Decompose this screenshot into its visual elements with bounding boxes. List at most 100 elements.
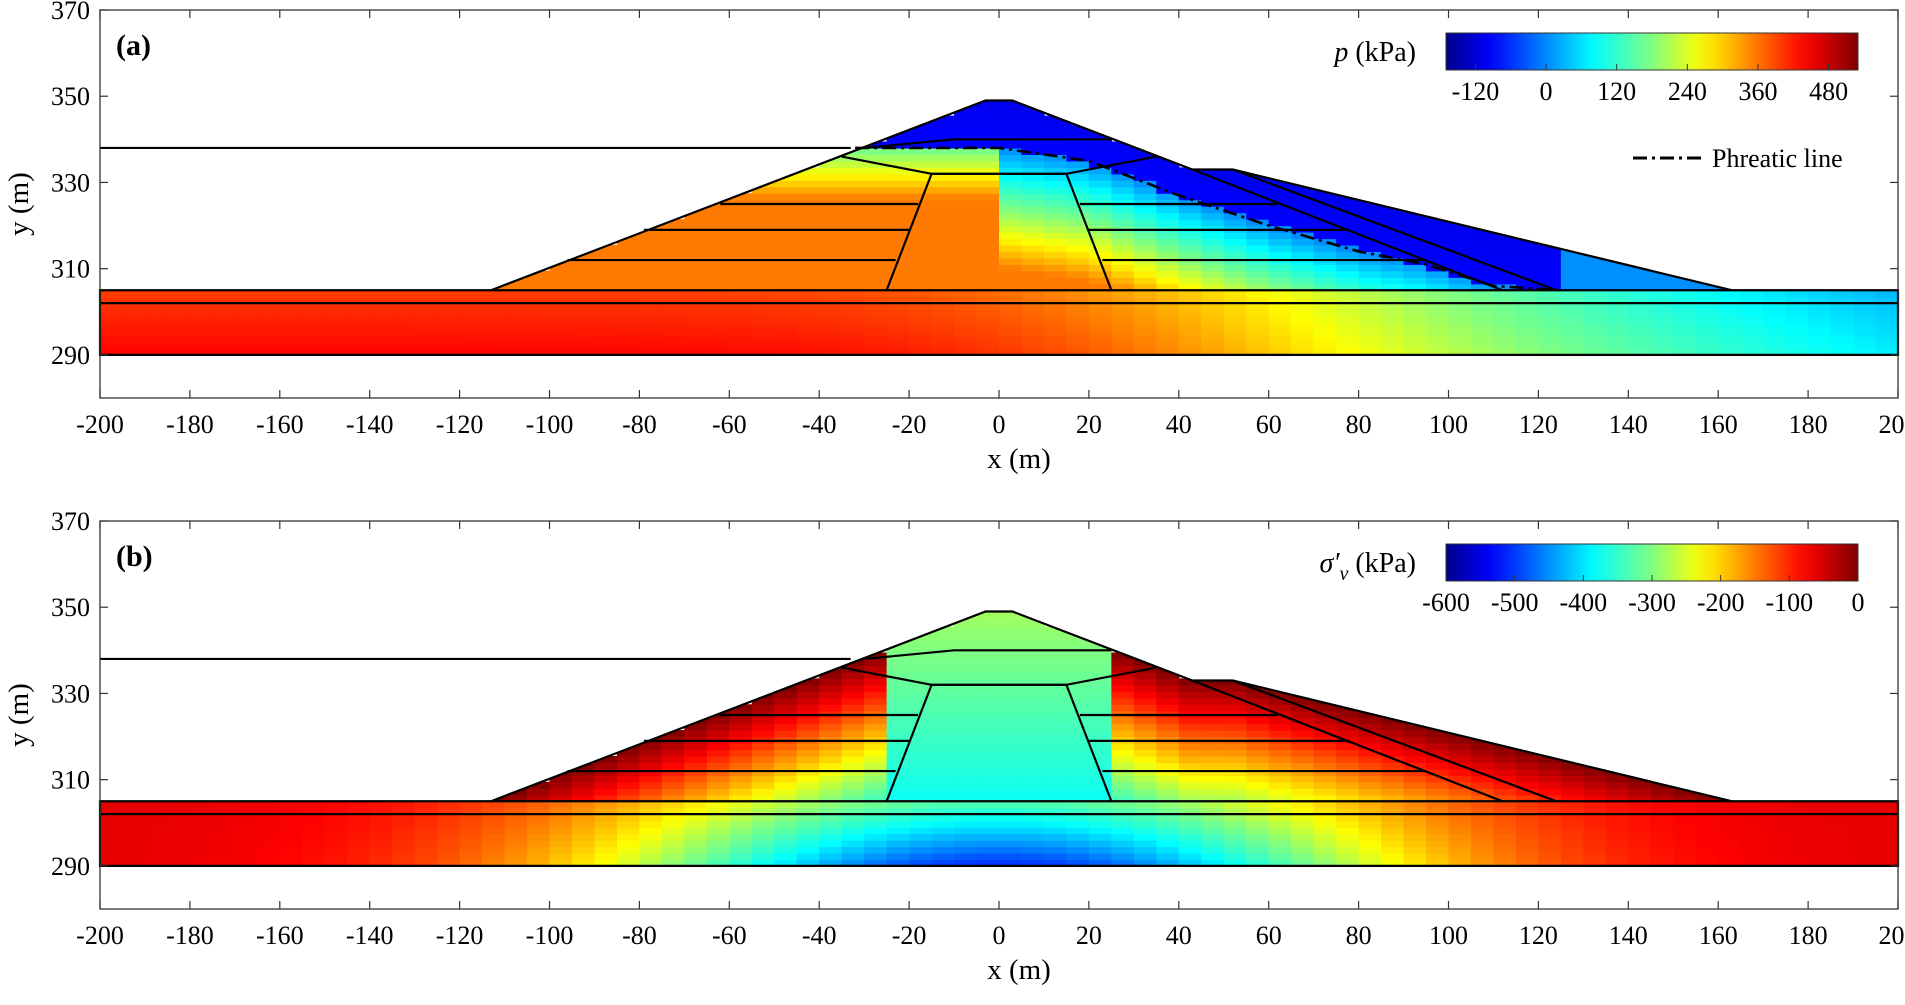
heatmap-cell <box>1673 316 1696 323</box>
heatmap-cell <box>797 251 820 258</box>
heatmap-cell <box>460 310 483 317</box>
heatmap-cell <box>662 840 685 847</box>
heatmap-cell <box>1044 730 1067 737</box>
heatmap-cell <box>1449 335 1472 342</box>
heatmap-cell <box>1628 782 1651 789</box>
heatmap-cell <box>1538 329 1561 336</box>
heatmap-cell <box>684 730 707 737</box>
heatmap-cell <box>842 840 865 847</box>
x-axis-title: x (m) <box>987 443 1051 475</box>
heatmap-cell <box>1291 853 1314 860</box>
heatmap-cell <box>752 245 775 252</box>
heatmap-cell <box>1269 775 1292 782</box>
heatmap-cell <box>1651 840 1674 847</box>
heatmap-cell <box>594 827 617 834</box>
heatmap-cell <box>392 827 415 834</box>
heatmap-cell <box>819 238 842 245</box>
heatmap-cell <box>1606 782 1629 789</box>
heatmap-cell <box>1044 122 1067 129</box>
heatmap-cell <box>1336 775 1359 782</box>
heatmap-cell <box>932 853 955 860</box>
heatmap-cell <box>932 161 955 168</box>
heatmap-cell <box>1426 762 1449 769</box>
heatmap-cell <box>482 840 505 847</box>
heatmap-cell <box>932 640 955 647</box>
heatmap-cell <box>1314 853 1337 860</box>
heatmap-cell <box>1156 335 1179 342</box>
heatmap-cell <box>1628 271 1651 278</box>
heatmap-cell <box>1066 659 1089 666</box>
heatmap-cell <box>1628 342 1651 349</box>
heatmap-cell <box>1156 827 1179 834</box>
x-tick-label: 0 <box>993 921 1006 950</box>
heatmap-cell <box>639 277 662 284</box>
heatmap-cell <box>752 827 775 834</box>
heatmap-cell <box>594 310 617 317</box>
heatmap-cell <box>999 827 1022 834</box>
heatmap-cell <box>257 310 280 317</box>
heatmap-cell <box>1583 821 1606 828</box>
y-tick-label: 290 <box>51 852 90 881</box>
heatmap-cell <box>1831 853 1854 860</box>
heatmap-cell <box>707 232 730 239</box>
heatmap-cell <box>909 762 932 769</box>
heatmap-cell <box>1291 329 1314 336</box>
heatmap-cell <box>999 762 1022 769</box>
heatmap-cell <box>257 853 280 860</box>
heatmap-cell <box>1246 756 1269 763</box>
heatmap-cell <box>797 756 820 763</box>
heatmap-cell <box>1359 310 1382 317</box>
heatmap-cell <box>1336 335 1359 342</box>
heatmap-cell <box>1044 827 1067 834</box>
heatmap-cell <box>707 775 730 782</box>
heatmap-cell <box>1426 342 1449 349</box>
heatmap-cell <box>1246 834 1269 841</box>
heatmap-cell <box>954 756 977 763</box>
heatmap-cell <box>1134 827 1157 834</box>
heatmap-cell <box>1156 853 1179 860</box>
heatmap-cell <box>1134 704 1157 711</box>
heatmap-cell <box>370 323 393 330</box>
heatmap-cell <box>212 846 235 853</box>
heatmap-cell <box>1336 730 1359 737</box>
heatmap-cell <box>752 206 775 213</box>
heatmap-cell <box>1651 323 1674 330</box>
heatmap-cell <box>415 846 438 853</box>
heatmap-cell <box>1359 264 1382 271</box>
heatmap-cell <box>707 329 730 336</box>
heatmap-cell <box>887 691 910 698</box>
x-tick-label: 160 <box>1699 921 1738 950</box>
heatmap-cell <box>370 329 393 336</box>
heatmap-cell <box>1516 762 1539 769</box>
heatmap-cell <box>909 717 932 724</box>
heatmap-cell <box>572 310 595 317</box>
heatmap-cell <box>909 213 932 220</box>
heatmap-cell <box>1718 834 1741 841</box>
heatmap-cell <box>1224 310 1247 317</box>
heatmap-cell <box>482 846 505 853</box>
heatmap-cell <box>1021 724 1044 731</box>
heatmap-cell <box>977 213 1000 220</box>
heatmap-cell <box>1044 335 1067 342</box>
heatmap-cell <box>1291 788 1314 795</box>
heatmap-cell <box>1404 342 1427 349</box>
heatmap-cell <box>1224 277 1247 284</box>
heatmap-cell <box>932 834 955 841</box>
heatmap-cell <box>1269 342 1292 349</box>
heatmap-cell <box>909 258 932 265</box>
heatmap-cell <box>1066 743 1089 750</box>
heatmap-cell <box>1404 335 1427 342</box>
heatmap-cell <box>235 853 258 860</box>
heatmap-cell <box>932 749 955 756</box>
heatmap-cell <box>1426 316 1449 323</box>
heatmap-cell <box>909 232 932 239</box>
heatmap-cell <box>1134 834 1157 841</box>
heatmap-cell <box>617 245 640 252</box>
heatmap-cell <box>1561 788 1584 795</box>
heatmap-cell <box>729 342 752 349</box>
heatmap-cell <box>1156 232 1179 239</box>
heatmap-cell <box>1179 206 1202 213</box>
heatmap-cell <box>729 245 752 252</box>
heatmap-cell <box>797 174 820 181</box>
